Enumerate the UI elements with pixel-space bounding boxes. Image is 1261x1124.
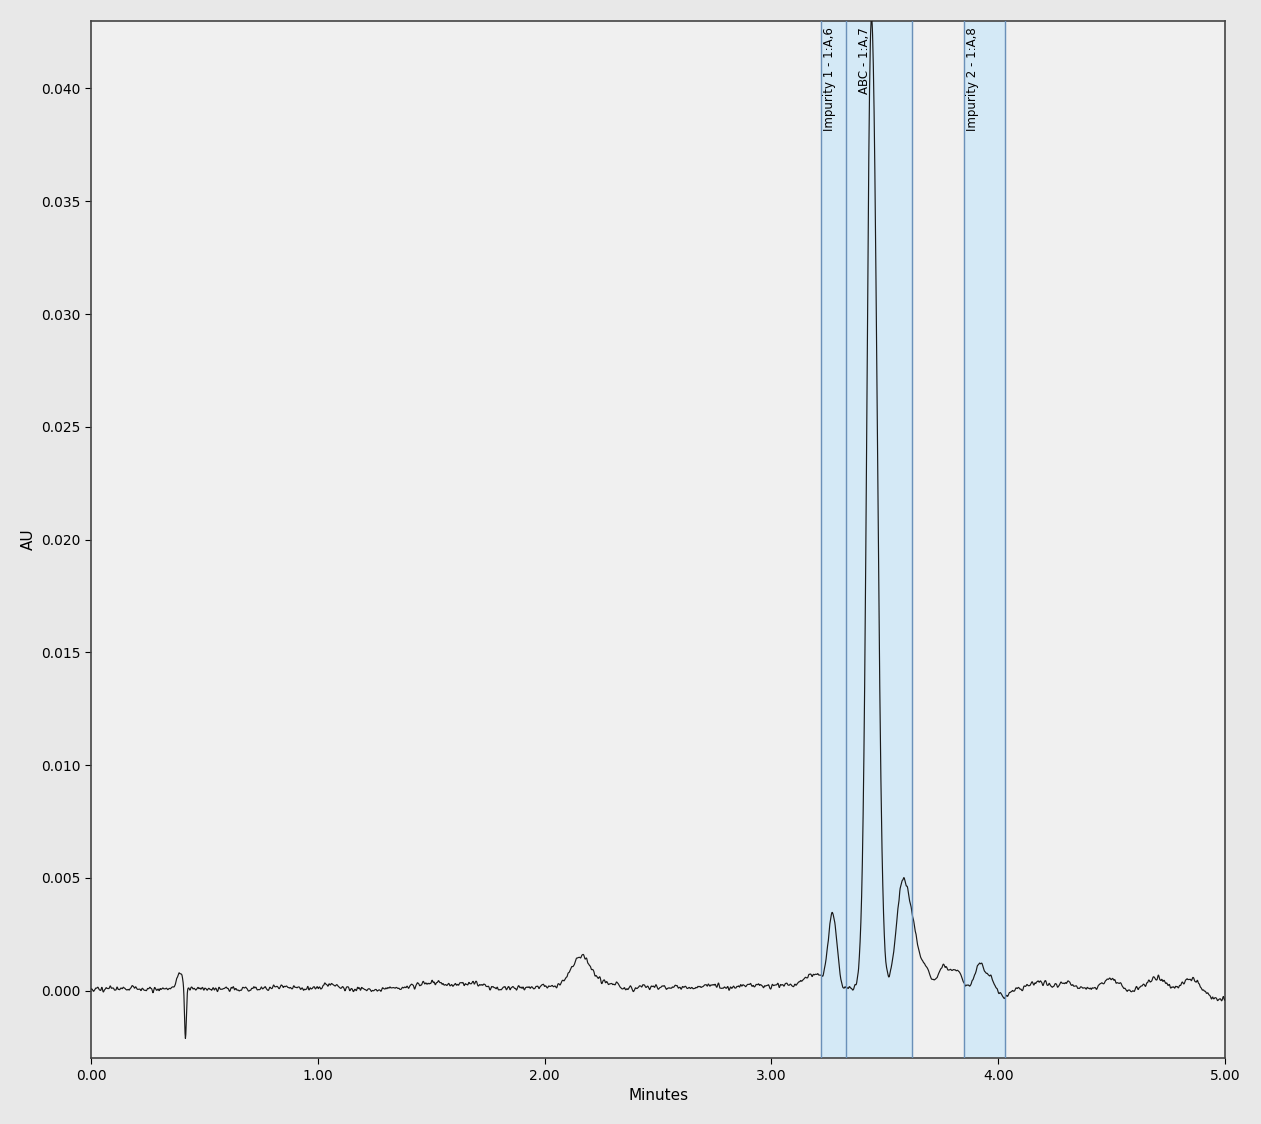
Bar <box>965 21 1005 1058</box>
Text: ABC - 1:A,7: ABC - 1:A,7 <box>859 28 871 94</box>
Bar <box>821 21 846 1058</box>
Bar <box>846 21 912 1058</box>
X-axis label: Minutes: Minutes <box>628 1088 689 1103</box>
Y-axis label: AU: AU <box>21 528 35 551</box>
Text: Impurity 1 - 1:A,6: Impurity 1 - 1:A,6 <box>823 28 836 132</box>
Text: Impurity 2 - 1:A,8: Impurity 2 - 1:A,8 <box>966 28 980 132</box>
